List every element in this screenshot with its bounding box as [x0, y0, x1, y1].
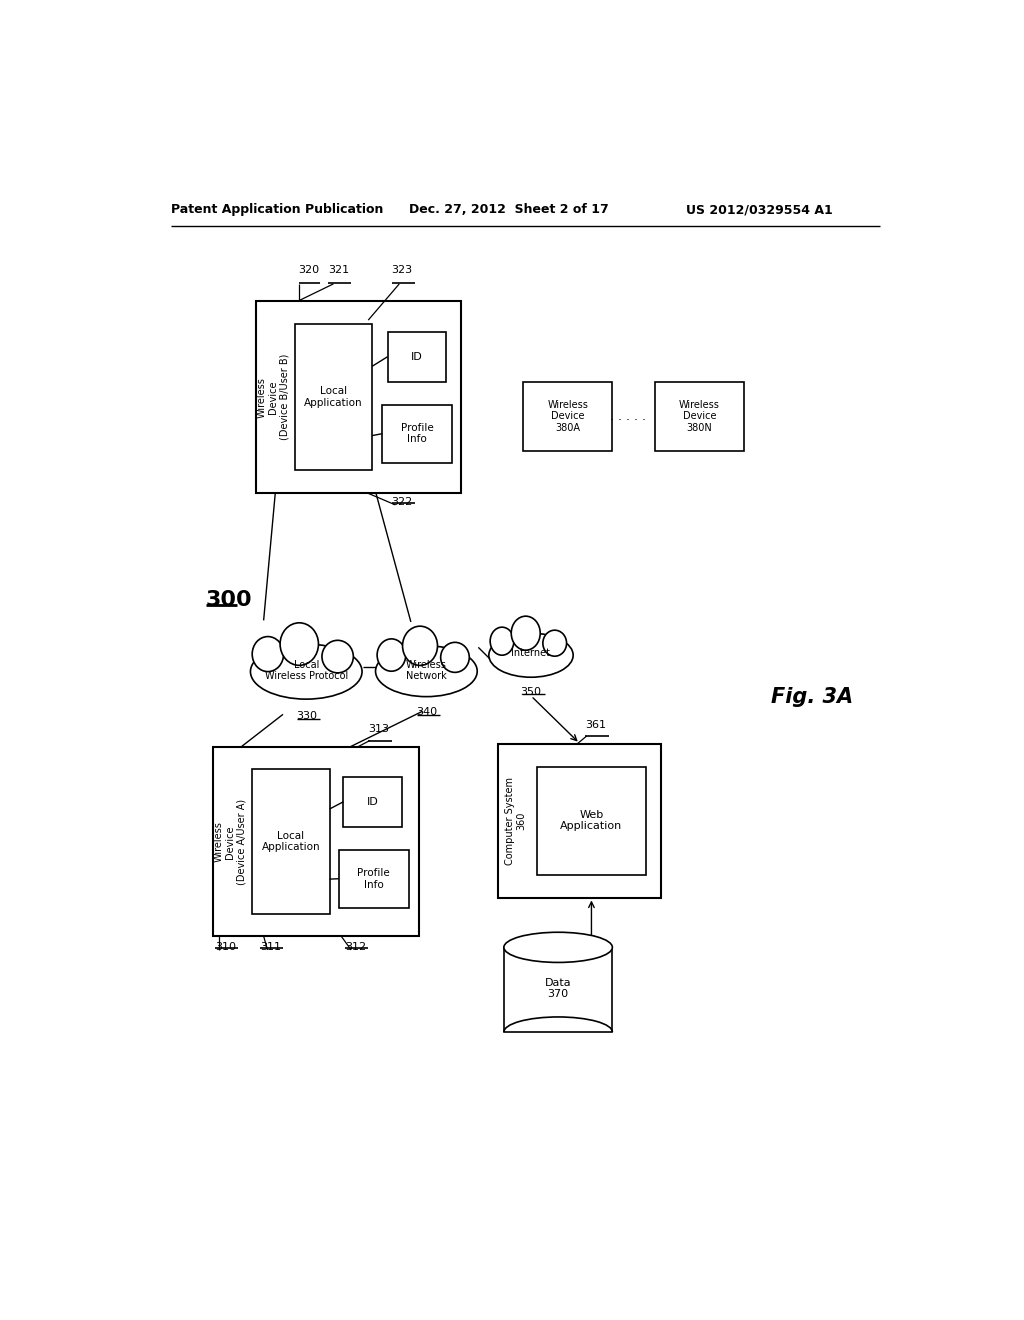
Text: 340: 340 — [416, 708, 437, 717]
Text: 310: 310 — [215, 942, 236, 952]
FancyBboxPatch shape — [295, 323, 372, 470]
Ellipse shape — [402, 626, 437, 665]
Text: 322: 322 — [391, 498, 413, 507]
Text: 321: 321 — [328, 265, 349, 276]
Text: 311: 311 — [260, 942, 281, 952]
Text: Data
370: Data 370 — [545, 978, 571, 999]
Ellipse shape — [440, 643, 469, 672]
Ellipse shape — [504, 932, 612, 962]
FancyBboxPatch shape — [382, 405, 452, 462]
FancyBboxPatch shape — [339, 850, 409, 908]
Text: Profile
Info: Profile Info — [400, 422, 433, 445]
Text: Web
Application: Web Application — [560, 809, 623, 832]
Text: Local
Application: Local Application — [304, 387, 362, 408]
Text: Computer System
360: Computer System 360 — [505, 776, 526, 865]
FancyBboxPatch shape — [256, 301, 461, 494]
Text: Dec. 27, 2012  Sheet 2 of 17: Dec. 27, 2012 Sheet 2 of 17 — [409, 203, 608, 216]
Text: Wireless
Device
(Device A/User A): Wireless Device (Device A/User A) — [214, 799, 247, 884]
Text: Fig. 3A: Fig. 3A — [771, 688, 853, 708]
FancyBboxPatch shape — [504, 948, 612, 1032]
FancyBboxPatch shape — [523, 381, 612, 451]
FancyBboxPatch shape — [538, 767, 646, 874]
Ellipse shape — [377, 639, 406, 671]
Ellipse shape — [376, 645, 477, 697]
Text: Wireless
Device
380A: Wireless Device 380A — [548, 400, 588, 433]
Text: 320: 320 — [299, 265, 319, 276]
Text: Local
Application: Local Application — [261, 830, 321, 853]
Text: Local
Wireless Protocol: Local Wireless Protocol — [264, 660, 348, 681]
Text: 361: 361 — [586, 719, 606, 730]
Ellipse shape — [281, 623, 318, 665]
Text: Internet: Internet — [512, 648, 551, 657]
Text: Wireless
Network: Wireless Network — [406, 660, 446, 681]
Ellipse shape — [511, 616, 541, 651]
Text: ID: ID — [411, 351, 423, 362]
Text: US 2012/0329554 A1: US 2012/0329554 A1 — [686, 203, 833, 216]
FancyBboxPatch shape — [499, 743, 662, 898]
FancyBboxPatch shape — [343, 776, 401, 826]
Text: Wireless
Device
(Device B/User B): Wireless Device (Device B/User B) — [256, 354, 290, 441]
Ellipse shape — [251, 644, 362, 700]
FancyBboxPatch shape — [388, 331, 445, 381]
Text: 323: 323 — [391, 265, 413, 276]
FancyBboxPatch shape — [252, 770, 330, 913]
Text: 313: 313 — [369, 725, 389, 734]
Text: Wireless
Device
380N: Wireless Device 380N — [679, 400, 720, 433]
FancyBboxPatch shape — [655, 381, 744, 451]
Text: 312: 312 — [345, 942, 367, 952]
Text: 350: 350 — [520, 686, 542, 697]
FancyBboxPatch shape — [213, 747, 419, 936]
Ellipse shape — [488, 634, 573, 677]
Ellipse shape — [252, 636, 284, 672]
Text: ID: ID — [367, 797, 379, 807]
Text: Patent Application Publication: Patent Application Publication — [171, 203, 383, 216]
Text: 300: 300 — [206, 590, 252, 610]
Ellipse shape — [490, 627, 514, 655]
Ellipse shape — [322, 640, 353, 673]
Text: 330: 330 — [296, 711, 316, 721]
Text: . . . . .: . . . . . — [610, 409, 646, 422]
Text: Profile
Info: Profile Info — [357, 869, 390, 890]
Ellipse shape — [543, 630, 566, 656]
